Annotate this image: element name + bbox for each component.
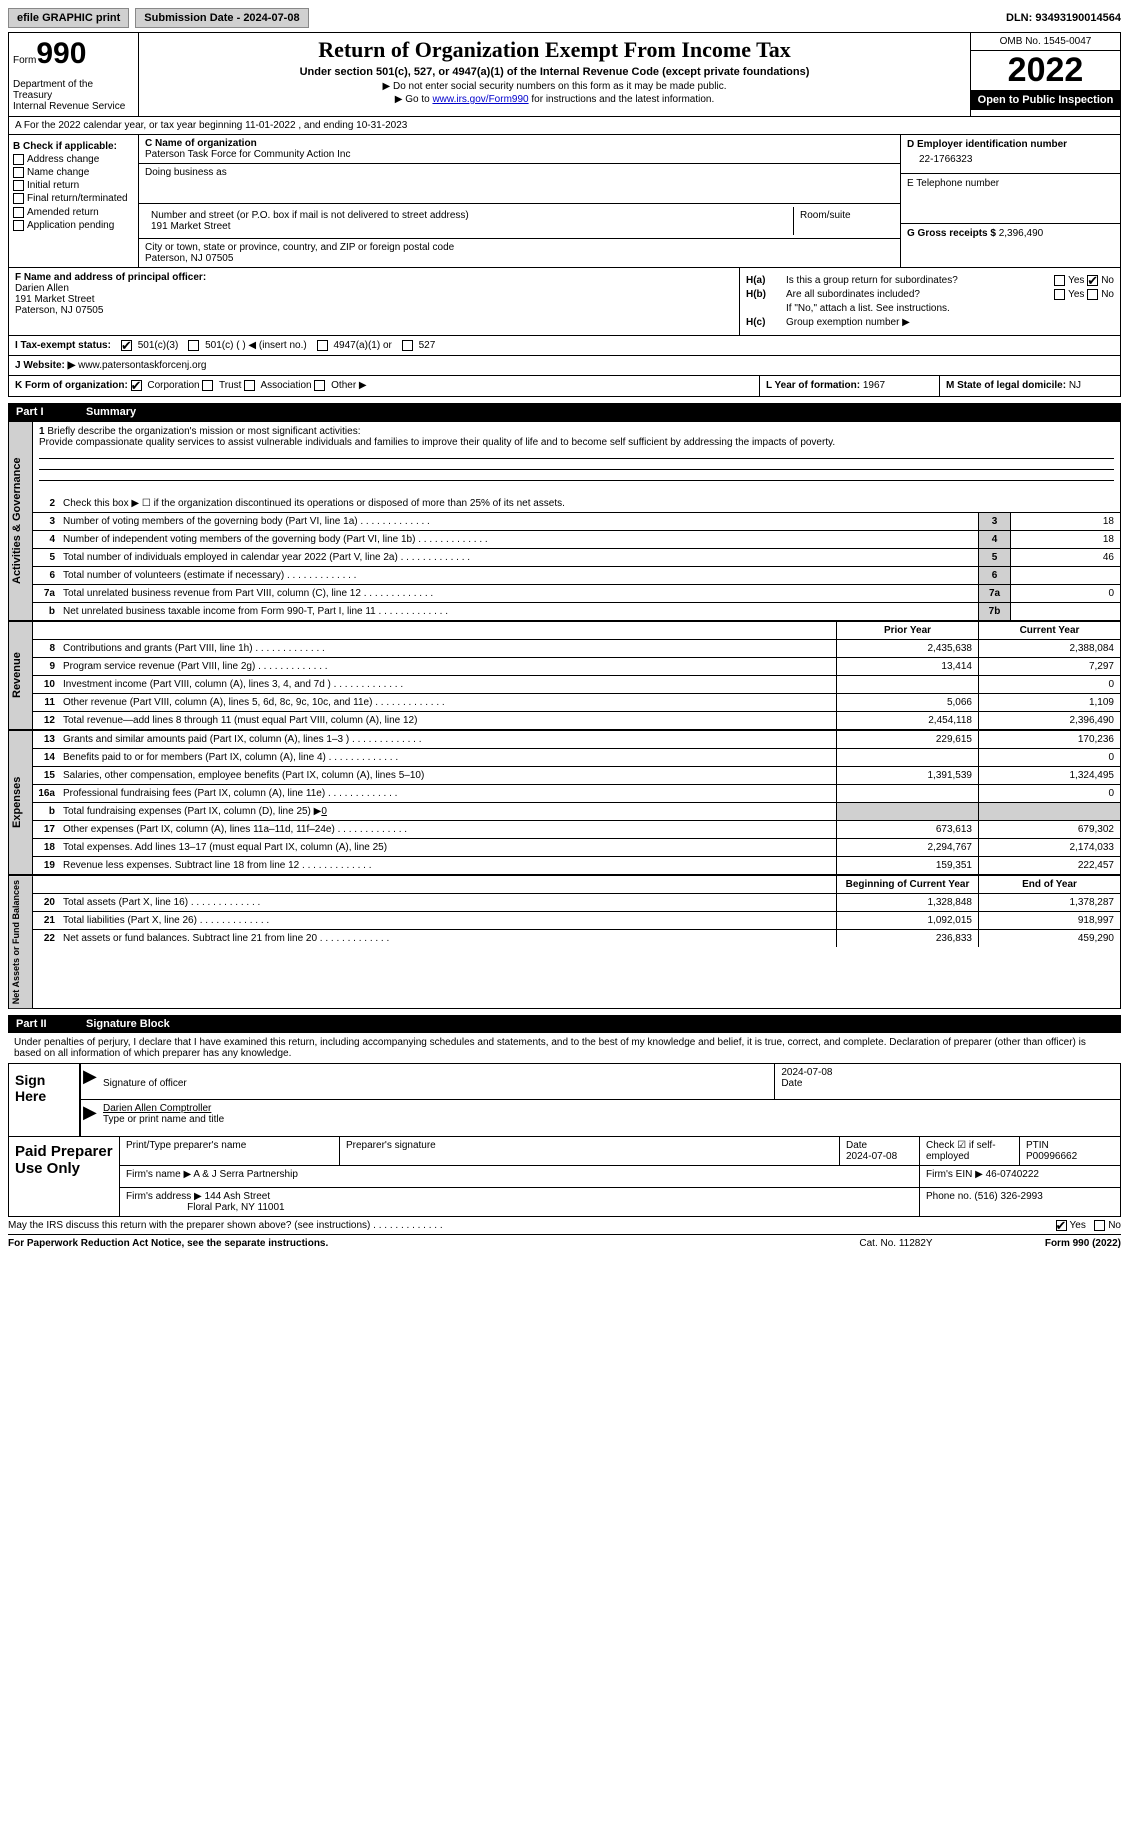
form-note-1: ▶ Do not enter social security numbers o… (147, 81, 962, 92)
tax-year: 2022 (971, 51, 1120, 90)
revenue-section: Revenue Prior YearCurrent Year 8Contribu… (8, 621, 1121, 730)
form-header: Form990 Department of the Treasury Inter… (8, 32, 1121, 117)
col-f: F Name and address of principal officer:… (9, 268, 740, 335)
col-b: B Check if applicable: Address change Na… (9, 135, 139, 267)
sig-declaration: Under penalties of perjury, I declare th… (8, 1033, 1121, 1063)
col-d: D Employer identification number 22-1766… (900, 135, 1120, 267)
omb-number: OMB No. 1545-0047 (971, 33, 1120, 51)
footer-discuss: May the IRS discuss this return with the… (8, 1217, 1121, 1234)
submission-date: Submission Date - 2024-07-08 (135, 8, 308, 28)
dln: DLN: 93493190014564 (1006, 12, 1121, 24)
section-k: K Form of organization: Corporation Trus… (8, 376, 1121, 396)
form-title: Return of Organization Exempt From Incom… (147, 37, 962, 63)
section-i: I Tax-exempt status: 501(c)(3) 501(c) ( … (8, 336, 1121, 356)
row-a: A For the 2022 calendar year, or tax yea… (8, 117, 1121, 135)
sign-here-block: Sign Here ▶ Signature of officer 2024-07… (8, 1063, 1121, 1137)
paid-preparer-block: Paid Preparer Use Only Print/Type prepar… (8, 1137, 1121, 1217)
part1-header: Part I Summary (8, 403, 1121, 421)
net-assets-section: Net Assets or Fund Balances Beginning of… (8, 875, 1121, 1009)
dept-treasury: Department of the Treasury Internal Reve… (13, 79, 134, 112)
col-c: C Name of organization Paterson Task For… (139, 135, 900, 267)
form-note-2: ▶ Go to www.irs.gov/Form990 for instruct… (147, 94, 962, 105)
part2-header: Part II Signature Block (8, 1015, 1121, 1033)
efile-button[interactable]: efile GRAPHIC print (8, 8, 129, 28)
col-h: H(a)Is this a group return for subordina… (740, 268, 1120, 335)
open-public: Open to Public Inspection (971, 90, 1120, 110)
irs-link[interactable]: www.irs.gov/Form990 (432, 94, 528, 105)
expenses-section: Expenses 13Grants and similar amounts pa… (8, 730, 1121, 875)
activities-governance: Activities & Governance 1 Briefly descri… (8, 421, 1121, 621)
form-subtitle: Under section 501(c), 527, or 4947(a)(1)… (147, 66, 962, 78)
form-label: Form (13, 55, 36, 66)
form-number: 990 (36, 37, 86, 70)
footer-note: For Paperwork Reduction Act Notice, see … (8, 1234, 1121, 1252)
section-j: J Website: ▶ www.patersontaskforcenj.org (8, 356, 1121, 376)
topbar: efile GRAPHIC print Submission Date - 20… (8, 8, 1121, 28)
